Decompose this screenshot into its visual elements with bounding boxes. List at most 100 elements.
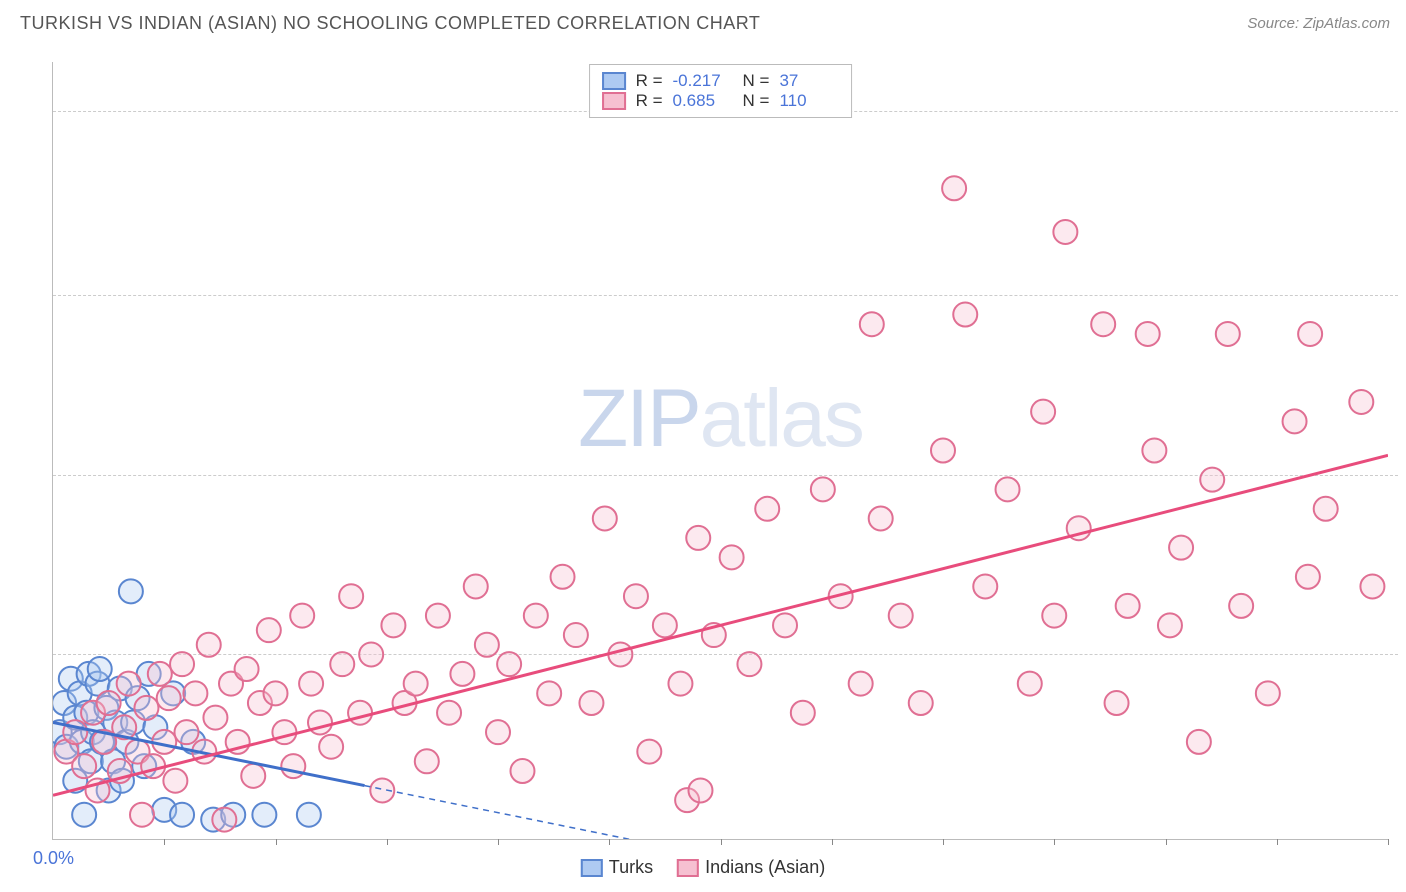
data-point xyxy=(1091,312,1115,336)
data-point xyxy=(637,740,661,764)
data-point xyxy=(264,681,288,705)
data-point xyxy=(72,803,96,827)
data-point xyxy=(235,657,259,681)
data-point xyxy=(272,720,296,744)
x-axis-end: 60.0% xyxy=(1398,848,1406,869)
x-tick xyxy=(721,839,722,845)
x-tick xyxy=(164,839,165,845)
data-point xyxy=(686,526,710,550)
y-tick-label: 7.5% xyxy=(1398,464,1406,485)
data-point xyxy=(624,584,648,608)
data-point xyxy=(297,803,321,827)
data-point xyxy=(1216,322,1240,346)
data-point xyxy=(183,681,207,705)
data-point xyxy=(942,176,966,200)
legend-swatch xyxy=(677,859,699,877)
data-point xyxy=(869,506,893,530)
chart-title: TURKISH VS INDIAN (ASIAN) NO SCHOOLING C… xyxy=(20,13,760,34)
data-point xyxy=(241,764,265,788)
data-point xyxy=(381,613,405,637)
legend-label: Indians (Asian) xyxy=(705,857,825,877)
legend-stats: R =-0.217N =37R =0.685N =110 xyxy=(589,64,853,118)
data-point xyxy=(524,604,548,628)
data-point xyxy=(1136,322,1160,346)
r-label: R = xyxy=(636,71,663,91)
scatter-plot: ZIPatlas R =-0.217N =37R =0.685N =110 0.… xyxy=(52,62,1388,840)
data-point xyxy=(653,613,677,637)
n-label: N = xyxy=(743,91,770,111)
data-point xyxy=(1283,409,1307,433)
data-point xyxy=(97,691,121,715)
data-point xyxy=(88,657,112,681)
legend-swatch xyxy=(581,859,603,877)
data-point xyxy=(119,579,143,603)
data-point xyxy=(1256,681,1280,705)
data-point xyxy=(134,696,158,720)
data-point xyxy=(1105,691,1129,715)
x-tick xyxy=(387,839,388,845)
data-point xyxy=(1298,322,1322,346)
data-point xyxy=(551,565,575,589)
n-value: 110 xyxy=(779,91,839,111)
data-point xyxy=(1018,672,1042,696)
data-point xyxy=(299,672,323,696)
data-point xyxy=(475,633,499,657)
data-point xyxy=(688,778,712,802)
data-point xyxy=(203,706,227,730)
data-point xyxy=(72,754,96,778)
y-tick-label: 15.0% xyxy=(1398,100,1406,121)
x-tick xyxy=(1166,839,1167,845)
source-label: Source: ZipAtlas.com xyxy=(1247,15,1390,32)
data-point xyxy=(252,803,276,827)
data-point xyxy=(773,613,797,637)
data-point xyxy=(415,749,439,773)
data-point xyxy=(973,574,997,598)
legend-item: Indians (Asian) xyxy=(677,857,825,878)
x-tick xyxy=(943,839,944,845)
x-tick xyxy=(1388,839,1389,845)
data-point xyxy=(163,769,187,793)
data-point xyxy=(889,604,913,628)
data-point xyxy=(450,662,474,686)
data-point xyxy=(319,735,343,759)
data-point xyxy=(579,691,603,715)
data-point xyxy=(1142,439,1166,463)
x-tick xyxy=(498,839,499,845)
data-point xyxy=(404,672,428,696)
data-point xyxy=(1158,613,1182,637)
data-point xyxy=(1229,594,1253,618)
data-point xyxy=(212,808,236,832)
legend-stat-row: R = -0.217 N = 37 xyxy=(602,71,840,91)
legend-series: Turks Indians (Asian) xyxy=(581,857,825,878)
data-point xyxy=(437,701,461,725)
x-tick xyxy=(1277,839,1278,845)
data-point xyxy=(170,803,194,827)
n-label: N = xyxy=(743,71,770,91)
data-point xyxy=(564,623,588,647)
chart-header: TURKISH VS INDIAN (ASIAN) NO SCHOOLING C… xyxy=(0,0,1406,46)
data-point xyxy=(849,672,873,696)
data-point xyxy=(157,686,181,710)
data-point xyxy=(668,672,692,696)
data-point xyxy=(281,754,305,778)
legend-item: Turks xyxy=(581,857,653,878)
data-point xyxy=(931,439,955,463)
data-point xyxy=(755,497,779,521)
data-point xyxy=(1187,730,1211,754)
data-point xyxy=(996,477,1020,501)
data-point xyxy=(170,652,194,676)
x-tick xyxy=(832,839,833,845)
x-tick xyxy=(1054,839,1055,845)
data-point xyxy=(1053,220,1077,244)
r-value: -0.217 xyxy=(673,71,733,91)
data-point xyxy=(953,303,977,327)
data-point xyxy=(464,574,488,598)
data-point xyxy=(1116,594,1140,618)
data-point xyxy=(148,662,172,686)
legend-label: Turks xyxy=(609,857,653,877)
legend-stat-row: R =0.685N =110 xyxy=(602,91,840,111)
data-point xyxy=(720,545,744,569)
n-value: 37 xyxy=(779,71,839,91)
data-point xyxy=(197,633,221,657)
data-point xyxy=(426,604,450,628)
